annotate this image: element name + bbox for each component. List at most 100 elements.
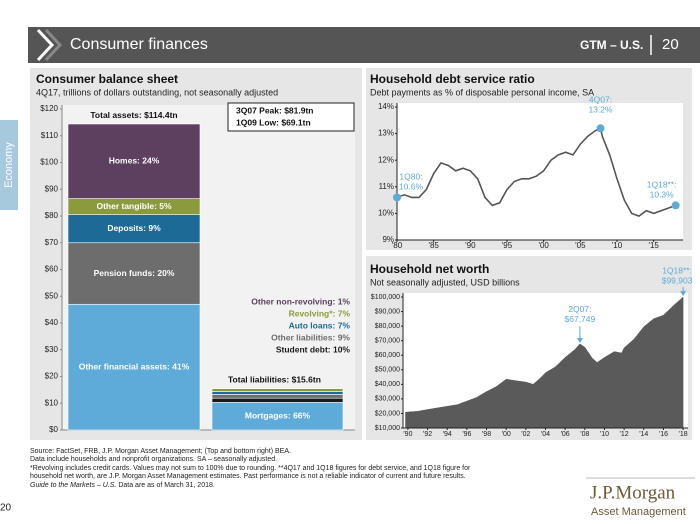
x-tick-label: '16 — [659, 431, 668, 438]
logo-name: J.P.Morgan — [590, 482, 676, 503]
y-tick-label: 9% — [382, 235, 394, 244]
annotation-label: 2Q07: — [568, 304, 591, 314]
footer-as-of: Data are as of March 31, 2018. — [116, 482, 214, 489]
annotation-value: $67,749 — [565, 314, 596, 324]
segment-label: Homes: 24% — [109, 156, 160, 166]
segment-label: Other liabilities: 9% — [271, 332, 350, 342]
y-tick-label: $20 — [45, 372, 59, 381]
annotation-label: 4Q07: — [589, 95, 612, 105]
segment-label: Auto loans: 7% — [289, 320, 351, 330]
segment-label: Revolving*: 7% — [289, 308, 351, 318]
chart-title: Consumer balance sheet — [36, 72, 178, 86]
x-tick-label: '18 — [679, 431, 688, 438]
x-tick-label: '15 — [648, 241, 659, 250]
total-label: Total assets: $114.4tn — [90, 110, 177, 120]
plot-area — [397, 103, 683, 240]
annotation-value: 13.2% — [588, 105, 613, 115]
y-tick-label: $120 — [40, 104, 58, 113]
header-chevron — [36, 28, 55, 62]
x-tick-label: '00 — [502, 431, 511, 438]
y-tick-label: $40,000 — [375, 381, 400, 388]
segment-label: Other tangible: 5% — [96, 201, 172, 211]
y-tick-label: $30,000 — [375, 396, 400, 403]
y-tick-label: $20,000 — [375, 410, 400, 417]
total-label: Total liabilities: $15.6tn — [228, 375, 321, 385]
x-tick-label: '06 — [561, 431, 570, 438]
y-tick-label: 14% — [378, 102, 394, 111]
y-tick-label: $80 — [45, 211, 59, 220]
x-tick-label: '14 — [639, 431, 648, 438]
x-tick-label: '05 — [575, 241, 586, 250]
y-tick-label: $90 — [45, 184, 59, 193]
footer-guide: Guide to the Markets – U.S. — [30, 482, 116, 489]
y-tick-label: $70 — [45, 238, 59, 247]
chart-title: Household net worth — [370, 262, 489, 276]
bar-segment — [211, 397, 344, 403]
bar-segment — [67, 123, 201, 199]
data-line — [396, 127, 676, 218]
y-tick-label: 13% — [378, 129, 394, 138]
y-tick-label: $60 — [45, 265, 59, 274]
x-tick-label: '00 — [538, 241, 549, 250]
header-band — [28, 27, 700, 63]
y-tick-label: $50,000 — [375, 367, 400, 374]
bar-segment — [211, 402, 344, 431]
point-marker — [393, 193, 401, 202]
annotation-value: 10.3% — [650, 190, 675, 200]
x-tick-label: '90 — [403, 431, 412, 438]
segment-label: Mortgages: 66% — [245, 410, 311, 420]
x-tick-label: '95 — [502, 241, 513, 250]
footer-note: household net worth, are J.P. Morgan Ass… — [30, 473, 466, 480]
data-area — [405, 296, 684, 429]
segment-label: Deposits: 9% — [107, 223, 161, 233]
bar-segment — [67, 303, 201, 431]
x-tick-label: '90 — [465, 241, 476, 250]
x-tick-label: '85 — [428, 241, 439, 250]
segment-label: Student debt: 10% — [276, 344, 351, 354]
side-tab-label: Economy — [3, 142, 15, 188]
bar-segment — [211, 394, 344, 399]
annotation-value: 10.6% — [399, 182, 424, 192]
x-tick-label: '04 — [541, 431, 550, 438]
x-tick-label: '10 — [612, 241, 623, 250]
header-chevron — [44, 28, 63, 62]
point-marker — [671, 201, 680, 210]
side-tab — [0, 120, 18, 210]
x-tick-label: '08 — [580, 431, 589, 438]
y-tick-label: $60,000 — [375, 352, 400, 359]
x-tick-label: '96 — [462, 431, 471, 438]
annotation-label: 1Q18**: — [647, 180, 677, 190]
y-tick-label: 12% — [378, 155, 394, 164]
y-tick-label: $90,000 — [375, 308, 400, 315]
y-tick-label: $80,000 — [375, 323, 400, 330]
y-tick-label: $100,000 — [371, 294, 400, 301]
y-tick-label: 11% — [379, 182, 394, 191]
chart-subtitle: Not seasonally adjusted, USD billions — [370, 277, 520, 287]
bar-segment — [211, 388, 344, 392]
annotation-label: 1Q80: — [399, 172, 422, 182]
chart-title: Household debt service ratio — [370, 72, 535, 86]
page-number: 20 — [0, 503, 12, 514]
point-marker — [596, 124, 605, 133]
segment-label: Other financial assets: 41% — [79, 361, 190, 371]
x-tick-label: '92 — [423, 431, 432, 438]
y-tick-label: $40 — [45, 318, 59, 327]
y-tick-label: $30 — [45, 345, 59, 354]
x-tick-label: '02 — [521, 431, 530, 438]
y-tick-label: $10 — [45, 398, 59, 407]
y-tick-label: $0 — [49, 425, 58, 434]
bar-segment — [211, 391, 344, 395]
logo-sub: Asset Management — [591, 506, 686, 518]
footer-note: *Revolving includes credit cards. Values… — [30, 465, 471, 472]
bar-segment — [67, 242, 201, 305]
annotation-arrowhead — [680, 291, 687, 297]
y-tick-label: $10,000 — [375, 425, 400, 432]
annotation-label: 1Q18**: — [662, 265, 692, 275]
y-tick-label: $50 — [45, 291, 59, 300]
annotation-value: $99,903 — [662, 275, 693, 285]
footer-note: Guide to the Markets – U.S. Data are as … — [30, 482, 215, 489]
x-tick-label: '80 — [392, 241, 403, 250]
annotation: 3Q07 Peak: $81.9tn — [236, 105, 314, 115]
